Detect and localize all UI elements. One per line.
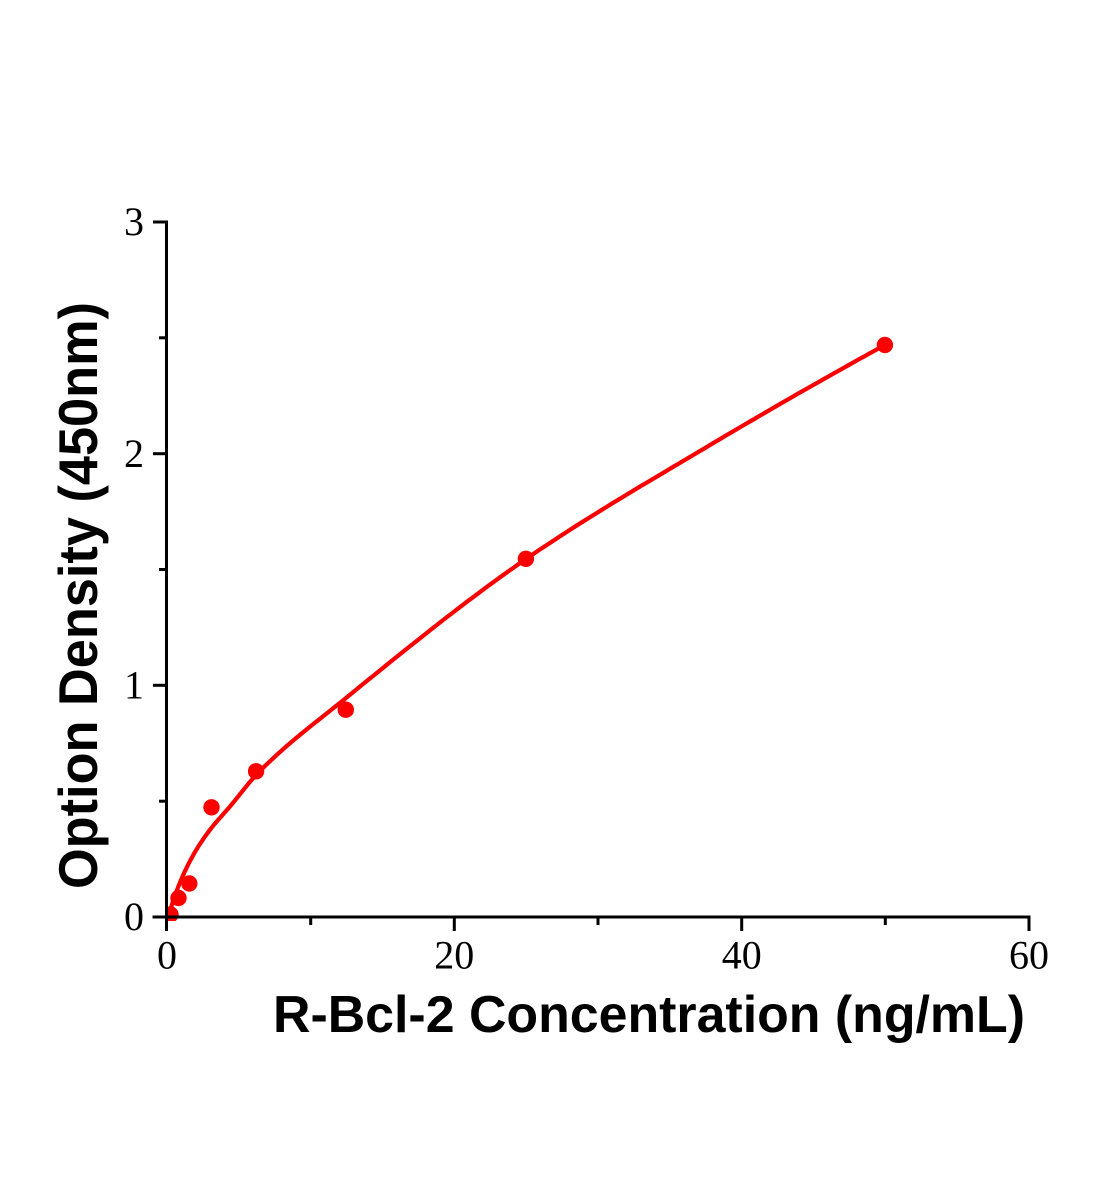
svg-text:0: 0	[157, 933, 177, 978]
svg-text:40: 40	[722, 933, 762, 978]
svg-text:2: 2	[124, 431, 144, 476]
svg-text:3: 3	[124, 199, 144, 244]
svg-text:R-Bcl-2 Concentration (ng/mL): R-Bcl-2 Concentration (ng/mL)	[273, 986, 1025, 1044]
svg-text:0: 0	[124, 894, 144, 939]
svg-text:20: 20	[434, 933, 474, 978]
svg-text:1: 1	[124, 663, 144, 708]
svg-text:Option Density (450nm): Option Density (450nm)	[47, 302, 109, 889]
svg-text:60: 60	[1009, 933, 1049, 978]
